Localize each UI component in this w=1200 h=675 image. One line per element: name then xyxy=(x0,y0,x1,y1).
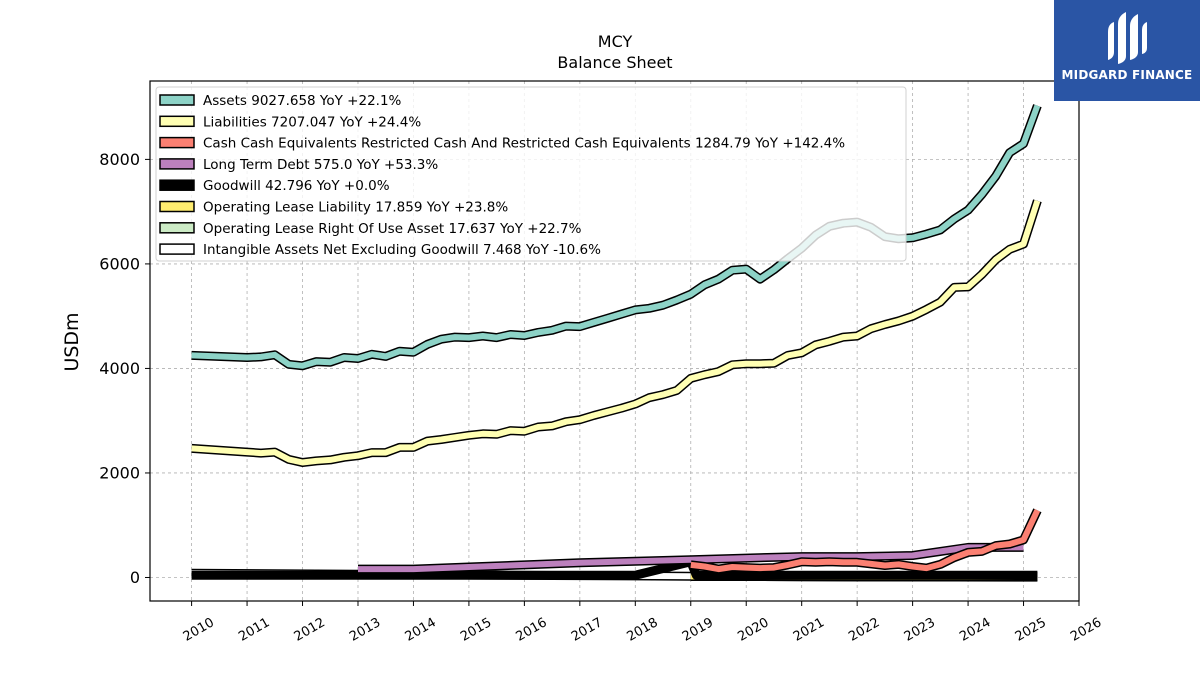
legend-entry: Operating Lease Right Of Use Asset 17.63… xyxy=(159,221,582,237)
legend-entry: Liabilities 7207.047 YoY +24.4% xyxy=(159,114,421,130)
x-tick-label: 2023 xyxy=(902,615,938,645)
legend-swatch xyxy=(159,200,195,213)
series-line xyxy=(191,199,1041,466)
chart-title: MCY xyxy=(598,32,633,51)
series-line xyxy=(358,544,1024,573)
legend-swatch xyxy=(159,158,195,170)
x-tick-label: 2019 xyxy=(680,615,716,645)
x-tick-label: 2025 xyxy=(1013,615,1049,645)
legend: Assets 9027.658 YoY +22.1% Liabilities 72… xyxy=(155,86,907,262)
x-tick-label: 2018 xyxy=(624,615,660,645)
y-tick-label: 4000 xyxy=(99,359,140,378)
x-tick-label: 2026 xyxy=(1068,615,1104,645)
legend-swatch xyxy=(159,136,195,149)
x-tick-label: 2014 xyxy=(403,615,439,645)
x-tick-label: 2013 xyxy=(347,615,383,645)
x-tick-label: 2020 xyxy=(735,615,771,645)
x-tick-label: 2021 xyxy=(791,615,827,645)
legend-entry: Cash Cash Equivalents Restricted Cash An… xyxy=(159,136,845,152)
legend-label: Operating Lease Liability 17.859 YoY +23… xyxy=(203,200,508,216)
y-tick-label: 2000 xyxy=(99,463,140,482)
y-tick-label: 6000 xyxy=(99,254,140,273)
legend-swatch xyxy=(159,94,195,106)
logo-text: MIDGARD FINANCE xyxy=(1061,68,1193,82)
x-tick-label: 2016 xyxy=(514,615,550,645)
legend-swatch xyxy=(159,115,195,128)
legend-label: Cash Cash Equivalents Restricted Cash An… xyxy=(203,136,845,152)
legend-label: Assets 9027.658 YoY +22.1% xyxy=(203,93,402,109)
y-axis-label: USDm xyxy=(61,312,83,371)
legend-swatch xyxy=(159,222,195,234)
plot-frame xyxy=(149,80,1080,602)
x-tick-label: 2024 xyxy=(957,615,993,645)
legend-entry: Operating Lease Liability 17.859 YoY +23… xyxy=(159,200,508,216)
legend-label: Long Term Debt 575.0 YoY +53.3% xyxy=(203,157,438,173)
x-tick-label: 2022 xyxy=(846,615,882,645)
legend-swatch xyxy=(159,243,195,255)
series-3 xyxy=(358,542,1024,574)
legend-swatch xyxy=(159,179,195,191)
legend-label: Liabilities 7207.047 YoY +24.4% xyxy=(203,114,421,130)
x-tick-label: 2017 xyxy=(569,615,605,645)
chart-subtitle: Balance Sheet xyxy=(557,53,672,72)
legend-label: Goodwill 42.796 YoY +0.0% xyxy=(203,178,390,194)
y-tick-label: 8000 xyxy=(99,150,140,169)
series-2 xyxy=(690,508,1042,574)
x-tick-label: 2011 xyxy=(236,615,272,645)
series-layer xyxy=(191,104,1042,582)
logo-mark-icon xyxy=(1108,12,1147,64)
x-tick-label: 2012 xyxy=(292,615,328,645)
series-line xyxy=(690,509,1041,573)
legend-entry: Assets 9027.658 YoY +22.1% xyxy=(159,93,402,109)
legend-entry: Intangible Assets Net Excluding Goodwill… xyxy=(159,242,601,258)
x-tick-label: 2010 xyxy=(181,615,217,645)
legend-entry: Goodwill 42.796 YoY +0.0% xyxy=(159,178,390,194)
y-tick-label: 0 xyxy=(130,568,140,587)
legend-entry: Long Term Debt 575.0 YoY +53.3% xyxy=(159,157,438,173)
x-tick-label: 2015 xyxy=(458,615,494,645)
series-1 xyxy=(191,199,1042,467)
legend-label: Operating Lease Right Of Use Asset 17.63… xyxy=(203,221,582,237)
legend-box xyxy=(155,86,907,262)
legend-label: Intangible Assets Net Excluding Goodwill… xyxy=(203,242,601,258)
midgard-finance-logo: MIDGARD FINANCE xyxy=(1054,0,1200,101)
